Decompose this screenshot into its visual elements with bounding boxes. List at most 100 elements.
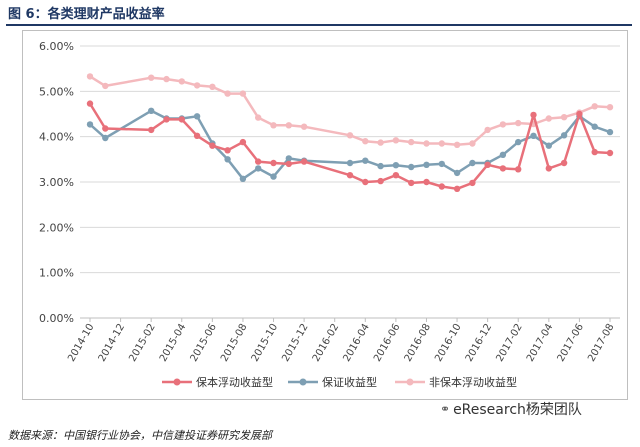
data-point xyxy=(545,165,552,172)
data-point xyxy=(423,161,430,168)
x-tick-label: 2015-02 xyxy=(127,322,157,364)
data-point xyxy=(392,172,400,179)
data-point xyxy=(285,160,292,168)
data-point xyxy=(102,125,109,132)
data-point xyxy=(545,142,552,149)
x-tick-label: 2014-10 xyxy=(66,322,96,364)
data-point xyxy=(515,119,522,127)
data-point xyxy=(377,177,384,185)
x-axis-ticks: 2014-10 2014-12 2015-02 2015-04 2015-06 2015-… xyxy=(66,318,617,364)
x-tick-label: 2016-04 xyxy=(341,322,371,364)
data-point xyxy=(423,178,430,186)
data-point xyxy=(408,163,415,171)
data-point xyxy=(163,116,170,123)
data-point xyxy=(346,159,354,167)
data-point xyxy=(300,123,308,130)
x-tick-label: 2016-02 xyxy=(311,322,341,364)
data-point xyxy=(515,166,522,173)
x-tick-label: 2015-06 xyxy=(189,322,219,364)
data-point xyxy=(515,138,522,146)
data-point xyxy=(484,161,491,168)
y-tick-label: 3.00% xyxy=(39,176,74,189)
legend-label: 非保本浮动收益型 xyxy=(429,375,517,389)
data-point xyxy=(560,159,568,167)
data-point xyxy=(300,158,308,165)
data-point xyxy=(285,122,292,129)
data-point xyxy=(163,75,170,83)
data-point xyxy=(499,121,507,128)
data-point xyxy=(239,175,247,182)
data-point xyxy=(193,113,201,120)
watermark-text: eResearch杨荣团队 xyxy=(453,402,582,418)
data-point xyxy=(591,123,598,130)
data-point xyxy=(438,140,445,147)
x-tick-label: 2015-08 xyxy=(219,322,249,364)
wechat-icon: ⚭ xyxy=(440,402,451,416)
data-point xyxy=(591,148,598,156)
data-point xyxy=(469,179,476,187)
data-point xyxy=(499,151,507,158)
data-point xyxy=(438,160,445,168)
legend-marker xyxy=(173,378,181,386)
data-point xyxy=(270,173,277,180)
data-point xyxy=(346,172,354,179)
x-tick-label: 2017-02 xyxy=(494,322,524,364)
legend-label: 保证收益型 xyxy=(322,375,377,389)
grid-lines xyxy=(80,45,620,274)
data-point xyxy=(606,149,614,157)
data-point xyxy=(178,78,185,85)
figure-title: 图 6：各类理财产品收益率 xyxy=(8,7,165,22)
x-tick-label: 2015-12 xyxy=(280,322,310,364)
data-point xyxy=(545,115,552,122)
data-point xyxy=(469,159,476,167)
data-point xyxy=(484,126,491,134)
data-point xyxy=(239,138,247,146)
series-layer xyxy=(86,73,614,192)
data-point xyxy=(270,122,277,129)
x-tick-label: 2014-12 xyxy=(97,322,127,364)
x-tick-label: 2015-04 xyxy=(158,322,188,364)
data-point xyxy=(86,73,94,80)
y-tick-label: 0.00% xyxy=(39,312,74,325)
y-tick-label: 4.00% xyxy=(39,131,74,144)
legend: 保本浮动收益型 保证收益型 非保本浮动收益型 xyxy=(162,375,517,389)
data-point xyxy=(209,142,216,149)
data-point xyxy=(362,157,369,164)
x-tick-label: 2016-10 xyxy=(433,322,463,364)
y-tick-label: 6.00% xyxy=(39,40,74,53)
data-point xyxy=(530,132,537,139)
y-axis-ticks: 0.00% 1.00% 2.00% 3.00% 4.00% 5.00% 6.00% xyxy=(39,40,74,325)
x-tick-label: 2017-06 xyxy=(556,322,586,364)
data-point xyxy=(102,82,109,90)
data-point xyxy=(576,110,583,118)
x-tick-label: 2017-08 xyxy=(586,322,616,364)
data-point xyxy=(102,134,109,142)
y-tick-label: 1.00% xyxy=(39,267,74,280)
data-point xyxy=(193,132,201,139)
data-point xyxy=(148,74,155,81)
data-point xyxy=(148,107,155,115)
data-point xyxy=(86,100,94,107)
x-tick-label: 2016-12 xyxy=(464,322,494,364)
data-point xyxy=(86,121,94,128)
data-point xyxy=(285,155,292,162)
data-point xyxy=(255,114,262,121)
data-point xyxy=(346,132,354,139)
watermark: ⚭ eResearch杨荣团队 xyxy=(440,399,582,419)
data-point xyxy=(560,132,568,139)
data-point xyxy=(392,162,400,169)
data-point xyxy=(239,90,247,97)
source-note: 数据来源：中国银行业协会，中信建投证券研究发展部 xyxy=(8,429,272,442)
x-tick-label: 2017-04 xyxy=(525,322,555,364)
chart-frame xyxy=(22,30,628,400)
legend-marker xyxy=(299,378,307,386)
data-point xyxy=(453,185,461,192)
data-point xyxy=(255,165,262,172)
legend-label: 保本浮动收益型 xyxy=(196,375,273,389)
data-point xyxy=(453,141,461,148)
data-point xyxy=(530,111,537,119)
data-point xyxy=(423,140,430,147)
data-point xyxy=(148,126,155,134)
data-point xyxy=(499,165,507,172)
